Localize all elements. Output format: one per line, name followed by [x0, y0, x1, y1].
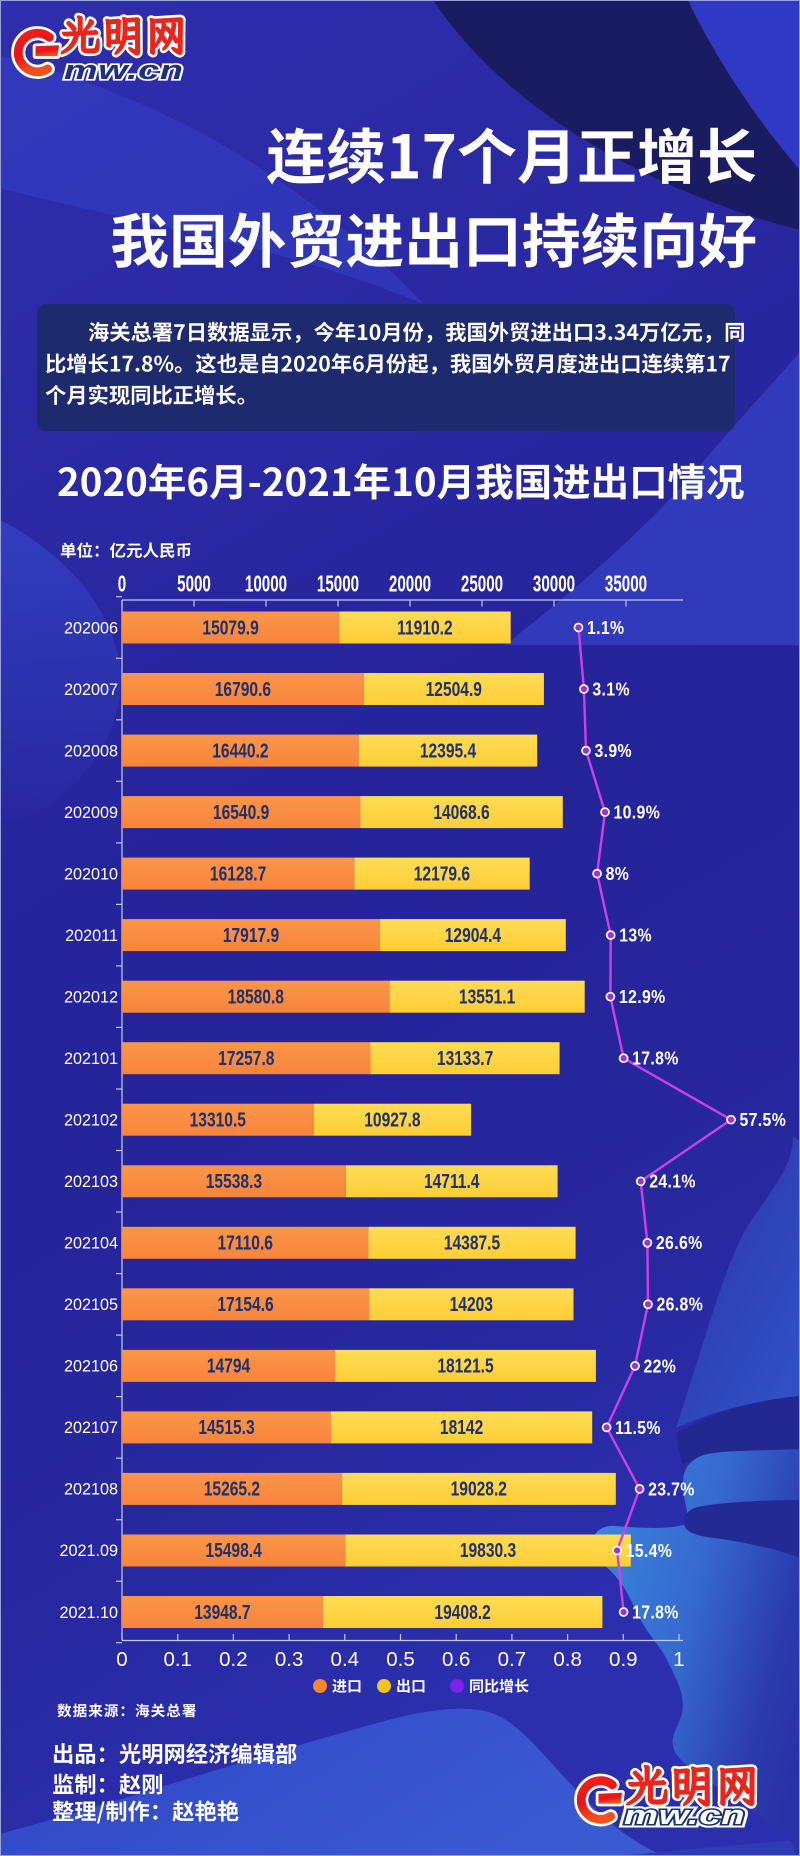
svg-text:15.4%: 15.4% [626, 1541, 673, 1561]
svg-text:1: 1 [673, 1648, 684, 1671]
svg-text:15079.9: 15079.9 [202, 616, 258, 638]
svg-text:3.1%: 3.1% [592, 679, 629, 699]
svg-text:1.1%: 1.1% [587, 618, 624, 638]
svg-text:23.7%: 23.7% [648, 1479, 695, 1499]
svg-text:26.8%: 26.8% [657, 1295, 704, 1315]
svg-text:0.5: 0.5 [386, 1648, 415, 1671]
svg-text:202107: 202107 [64, 1419, 118, 1437]
svg-text:202010: 202010 [64, 865, 118, 883]
svg-text:12395.4: 12395.4 [420, 740, 476, 762]
svg-text:17.8%: 17.8% [632, 1602, 679, 1622]
svg-text:26.6%: 26.6% [656, 1233, 703, 1253]
svg-text:mw.cn: mw.cn [624, 1800, 745, 1830]
svg-text:14387.5: 14387.5 [444, 1232, 500, 1254]
svg-text:13%: 13% [619, 925, 652, 945]
svg-text:202103: 202103 [64, 1173, 118, 1191]
svg-text:mw.cn: mw.cn [624, 1800, 745, 1830]
svg-text:19830.3: 19830.3 [460, 1539, 516, 1561]
svg-text:12504.9: 12504.9 [426, 678, 482, 700]
svg-text:202102: 202102 [64, 1112, 118, 1130]
svg-text:17154.6: 17154.6 [217, 1293, 273, 1315]
svg-text:13310.5: 13310.5 [190, 1109, 246, 1131]
svg-text:18142: 18142 [440, 1416, 483, 1438]
svg-text:16128.7: 16128.7 [210, 863, 266, 885]
svg-text:57.5%: 57.5% [740, 1110, 787, 1130]
svg-text:22%: 22% [644, 1356, 677, 1376]
svg-text:14711.4: 14711.4 [424, 1170, 480, 1192]
svg-text:202008: 202008 [64, 742, 118, 760]
svg-text:13948.7: 13948.7 [194, 1601, 250, 1623]
svg-text:17257.8: 17257.8 [218, 1047, 274, 1069]
svg-text:202011: 202011 [65, 927, 118, 945]
svg-text:0.7: 0.7 [498, 1648, 527, 1671]
svg-text:8%: 8% [606, 864, 630, 884]
svg-text:0.9: 0.9 [609, 1648, 638, 1671]
svg-text:12904.4: 12904.4 [445, 924, 501, 946]
svg-text:2021.09: 2021.09 [59, 1542, 118, 1560]
svg-text:11910.2: 11910.2 [397, 616, 453, 638]
svg-text:14068.6: 14068.6 [433, 801, 489, 823]
svg-text:12179.6: 12179.6 [414, 863, 470, 885]
svg-text:24.1%: 24.1% [649, 1172, 696, 1192]
svg-text:13133.7: 13133.7 [437, 1047, 493, 1069]
svg-text:202101: 202101 [64, 1050, 118, 1068]
svg-text:15000: 15000 [317, 571, 359, 597]
svg-text:14794: 14794 [207, 1355, 250, 1377]
svg-text:35000: 35000 [605, 571, 647, 597]
svg-text:202007: 202007 [64, 681, 118, 699]
svg-text:0.3: 0.3 [275, 1648, 304, 1671]
svg-text:14515.3: 14515.3 [198, 1416, 254, 1438]
svg-text:19028.2: 19028.2 [451, 1478, 507, 1500]
svg-text:15538.3: 15538.3 [206, 1170, 262, 1192]
svg-text:30000: 30000 [533, 571, 575, 597]
svg-text:20000: 20000 [389, 571, 431, 597]
svg-text:16440.2: 16440.2 [212, 740, 268, 762]
svg-text:202006: 202006 [64, 619, 118, 637]
svg-text:15265.2: 15265.2 [204, 1478, 260, 1500]
svg-text:13551.1: 13551.1 [459, 986, 515, 1008]
svg-text:17917.9: 17917.9 [223, 924, 279, 946]
svg-text:202105: 202105 [64, 1296, 118, 1314]
svg-text:16540.9: 16540.9 [213, 801, 269, 823]
svg-text:0.4: 0.4 [331, 1648, 360, 1671]
svg-text:18121.5: 18121.5 [437, 1355, 493, 1377]
svg-text:5000: 5000 [177, 571, 211, 597]
svg-text:0.1: 0.1 [163, 1648, 192, 1671]
svg-text:11.5%: 11.5% [615, 1418, 661, 1438]
svg-text:0: 0 [116, 1648, 127, 1671]
svg-text:202012: 202012 [64, 989, 118, 1007]
svg-text:18580.8: 18580.8 [228, 986, 284, 1008]
svg-text:16790.6: 16790.6 [215, 678, 271, 700]
svg-text:15498.4: 15498.4 [205, 1539, 261, 1561]
svg-text:25000: 25000 [461, 571, 503, 597]
svg-text:202106: 202106 [64, 1358, 118, 1376]
svg-text:3.9%: 3.9% [595, 741, 632, 761]
svg-text:17110.6: 17110.6 [217, 1232, 273, 1254]
svg-text:202108: 202108 [64, 1481, 118, 1499]
svg-text:0: 0 [118, 571, 127, 597]
svg-text:0.2: 0.2 [219, 1648, 248, 1671]
svg-text:17.8%: 17.8% [632, 1049, 679, 1069]
svg-text:mw.cn: mw.cn [64, 54, 184, 84]
svg-text:10.9%: 10.9% [614, 802, 661, 822]
svg-text:0.8: 0.8 [553, 1648, 582, 1671]
svg-text:2021.10: 2021.10 [59, 1604, 118, 1622]
svg-text:19408.2: 19408.2 [434, 1601, 490, 1623]
svg-text:12.9%: 12.9% [619, 987, 666, 1007]
svg-text:202104: 202104 [64, 1235, 118, 1253]
svg-text:10927.8: 10927.8 [364, 1109, 420, 1131]
svg-text:202009: 202009 [64, 804, 118, 822]
svg-text:14203: 14203 [450, 1293, 493, 1315]
svg-text:0.6: 0.6 [442, 1648, 471, 1671]
svg-text:10000: 10000 [245, 571, 287, 597]
